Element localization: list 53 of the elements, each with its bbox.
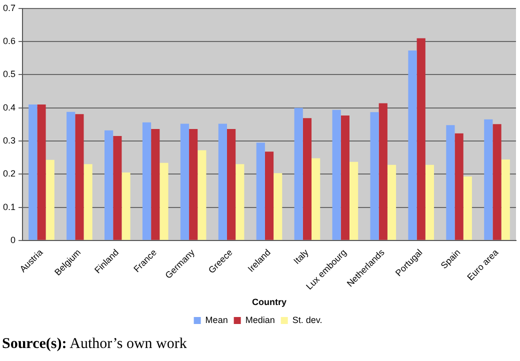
- bar: [312, 158, 320, 240]
- bar: [387, 164, 396, 240]
- y-tick-label: 0.4: [2, 102, 16, 112]
- bar: [492, 124, 502, 240]
- bar: [416, 38, 426, 240]
- bar: [463, 176, 472, 240]
- y-tick-label: 0.5: [2, 69, 16, 80]
- bar: [446, 125, 455, 240]
- legend-label: Mean: [205, 314, 228, 325]
- bar: [160, 162, 168, 240]
- legend-label: Median: [245, 314, 275, 325]
- bar: [370, 112, 379, 240]
- bar: [256, 142, 265, 240]
- y-tick-label: 0.7: [2, 2, 16, 13]
- bar: [274, 173, 282, 240]
- bar: [378, 103, 388, 240]
- x-tick-label: Italy: [292, 246, 311, 266]
- bar: [340, 115, 350, 240]
- bar: [226, 129, 236, 240]
- source-note: Source(s): Author’s own work: [2, 335, 188, 353]
- bar: [189, 129, 198, 240]
- bar: [501, 160, 510, 240]
- bar: [408, 50, 417, 240]
- bar: [236, 164, 244, 240]
- y-tick-label: 0.3: [2, 135, 16, 146]
- bar: [484, 119, 493, 240]
- bar: [425, 164, 434, 240]
- bar: [349, 162, 358, 240]
- bar: [84, 164, 92, 240]
- bar: [294, 108, 303, 240]
- y-tick-label: 0: [10, 234, 16, 245]
- bar: [218, 124, 227, 240]
- bar: [113, 136, 122, 240]
- bar: [198, 150, 206, 240]
- bar: [28, 104, 38, 240]
- bar: [66, 112, 76, 240]
- bar: [122, 172, 130, 240]
- bar: [151, 129, 160, 240]
- bar: [454, 133, 464, 240]
- bar: [332, 110, 341, 240]
- bar: [302, 118, 312, 240]
- x-axis-title: Country: [252, 297, 287, 308]
- y-tick-label: 0.6: [2, 36, 16, 46]
- legend-label: St. dev.: [292, 314, 322, 325]
- bar: [37, 104, 46, 240]
- bar: [46, 160, 54, 240]
- bar: [142, 122, 152, 240]
- bar: [75, 114, 84, 240]
- bar: [104, 130, 114, 240]
- y-tick-label: 0.1: [2, 202, 16, 212]
- bar: [264, 152, 274, 240]
- y-tick-label: 0.2: [2, 168, 16, 179]
- bar: [180, 124, 190, 240]
